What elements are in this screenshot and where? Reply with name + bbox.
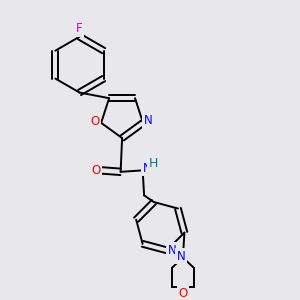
- Text: N: N: [144, 114, 153, 127]
- Text: O: O: [91, 164, 101, 177]
- Text: O: O: [90, 115, 99, 128]
- Text: O: O: [178, 287, 188, 300]
- Text: N: N: [143, 161, 152, 175]
- Text: N: N: [168, 244, 176, 257]
- Text: F: F: [76, 22, 83, 35]
- Text: H: H: [149, 158, 158, 170]
- Text: N: N: [177, 250, 186, 262]
